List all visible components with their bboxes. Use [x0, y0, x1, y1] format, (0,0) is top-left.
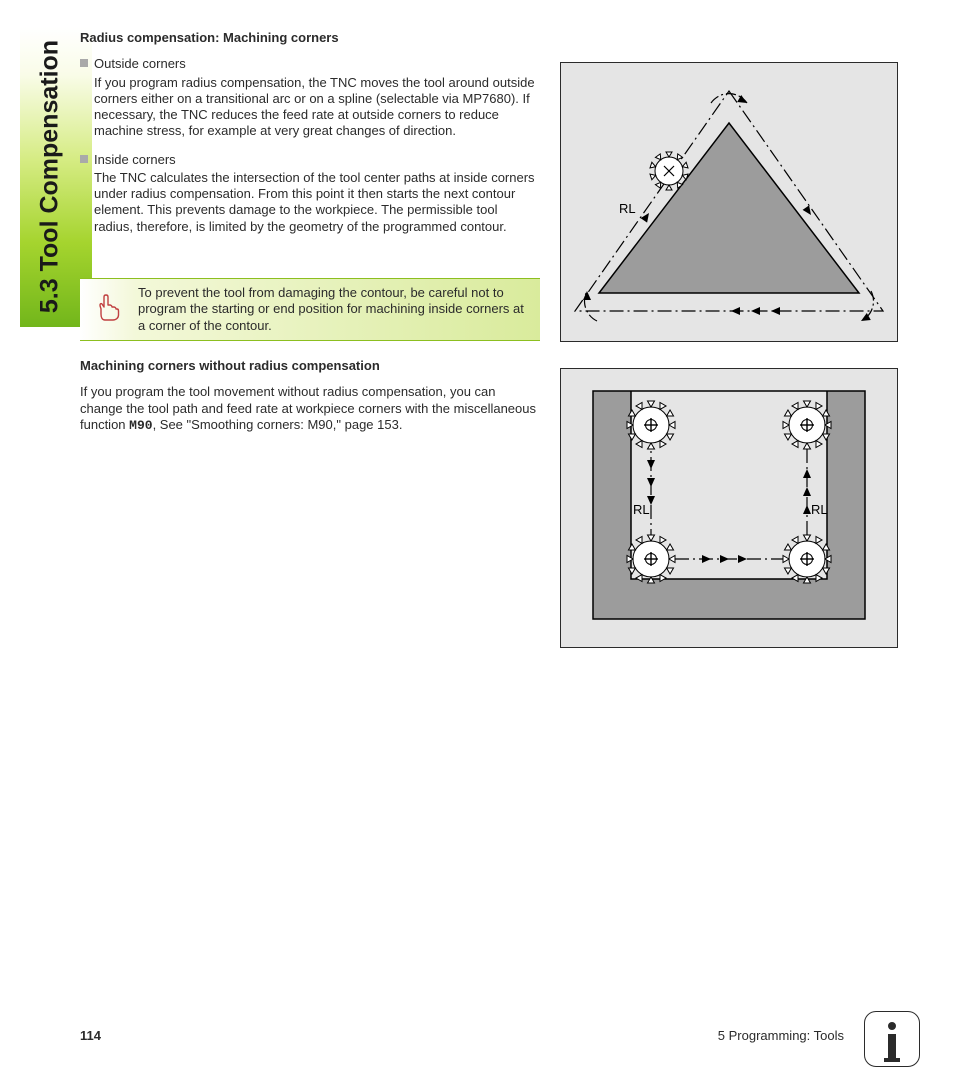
svg-text:RL: RL: [633, 502, 650, 517]
after-note-block: Machining corners without radius compens…: [80, 358, 540, 434]
bullet-outside-corners-title: Outside corners: [80, 56, 540, 72]
caution-note-text: To prevent the tool from damaging the co…: [138, 285, 532, 334]
para-without-radius-comp: If you program the tool movement without…: [80, 384, 540, 434]
fig1-rl-label: RL: [619, 201, 636, 216]
section-title: 5.3 Tool Compensation: [36, 17, 65, 337]
para2-part2: , See "Smoothing corners: M90," page 153…: [153, 417, 403, 432]
svg-text:RL: RL: [811, 502, 828, 517]
info-icon: [864, 1011, 920, 1067]
caution-note: To prevent the tool from damaging the co…: [80, 278, 540, 341]
pointing-hand-icon: [95, 310, 123, 325]
heading-radius-compensation: Radius compensation: Machining corners: [80, 30, 540, 46]
chapter-footer: 5 Programming: Tools: [718, 1028, 844, 1043]
bullet-inside-corners-title: Inside corners: [80, 152, 540, 168]
text-column: Radius compensation: Machining corners O…: [80, 30, 540, 247]
para2-code: M90: [129, 418, 152, 433]
bullet-outside-corners-body: If you program radius compensation, the …: [94, 75, 540, 140]
bullet-inside-corners-body: The TNC calculates the intersection of t…: [94, 170, 540, 235]
figure-inside-corners: RL RL: [560, 368, 898, 648]
page-number: 114: [80, 1028, 101, 1043]
heading-without-radius-comp: Machining corners without radius compens…: [80, 358, 540, 374]
figure-outside-corners: RL: [560, 62, 898, 342]
